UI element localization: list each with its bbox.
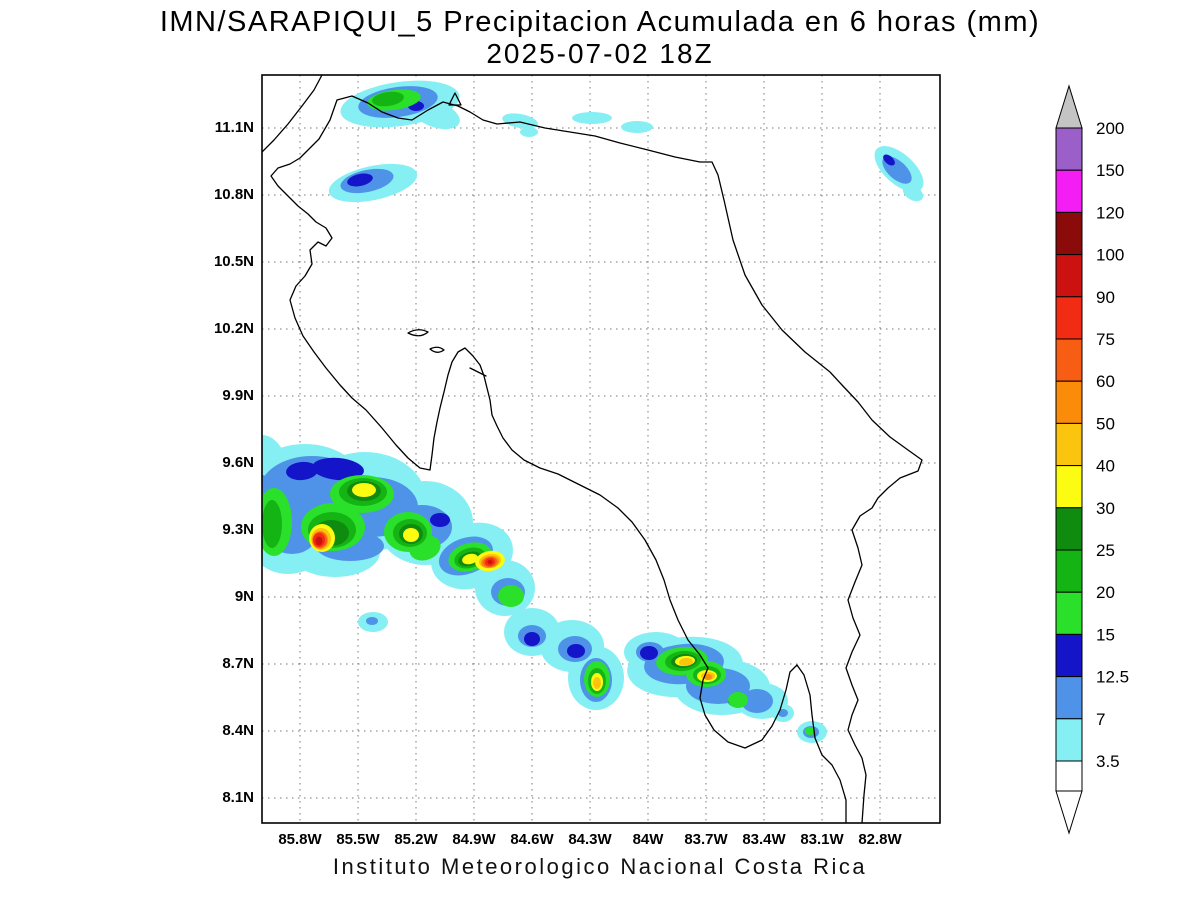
puntarenas-spit [469,367,487,377]
colorbar-segment [1055,422,1083,467]
chart-subtitle: 2025-07-02 18Z [486,38,714,69]
colorbar-segment [1055,633,1083,678]
colorbar-level-label: 40 [1096,457,1115,476]
colorbar-segment [1055,549,1083,593]
colorbar-level-label: 25 [1096,541,1115,560]
lon-tick-label: 84.9W [452,831,496,848]
lon-tick-label: 84W [632,831,664,848]
lat-tick-label: 9.6N [222,454,254,471]
chira-island [407,329,429,337]
colorbar-level-label: 30 [1096,499,1115,518]
islet [429,346,445,353]
colorbar-level-label: 15 [1096,625,1115,644]
lat-tick-label: 10.8N [213,186,254,203]
lat-tick-label: 10.2N [213,320,254,337]
colorbar-over-triangle [1055,84,1083,129]
colorbar-level-label: 200 [1096,119,1124,138]
colorbar-svg: 200 150 120 100 90 75 60 50 40 30 25 20 15 12.5 7 3.5 [1055,84,1129,835]
lon-tick-label: 82.8W [858,831,902,848]
chart-title: IMN/SARAPIQUI_5 Precipitacion Acumulada … [159,6,1041,38]
lat-tick-label: 10.5N [213,253,254,270]
costa-rica-outline [270,95,923,823]
lat-tick-label: 9N [234,588,254,605]
colorbar-level-label: 75 [1096,330,1115,349]
colorbar-segment [1055,254,1083,298]
footer-text: Instituto Meteorologico Nacional Costa R… [332,854,868,879]
colorbar-segment [1055,465,1083,509]
lat-tick-label: 8.4N [222,722,254,739]
colorbar-level-label: 3.5 [1096,752,1120,771]
colorbar-segment [1055,296,1083,340]
latitude-axis: 11.1N 10.8N 10.5N 10.2N 9.9N 9.6N 9.3N 9N 8.7N 8.… [188,0,254,900]
colorbar-segment [1055,380,1083,424]
grid-lines [262,75,940,823]
colorbar-level-label: 60 [1096,372,1115,391]
colorbar-level-label: 150 [1096,161,1124,180]
colorbar-segment [1055,591,1083,635]
map-frame [261,74,941,824]
lon-tick-label: 83.1W [800,831,844,848]
lat-tick-label: 9.3N [222,521,254,538]
colorbar-segment [1055,338,1083,382]
precipitation-shading [262,80,924,743]
lon-tick-label: 85.8W [278,831,322,848]
lat-tick-label: 9.9N [222,387,254,404]
lon-tick-label: 83.7W [684,831,728,848]
lat-tick-label: 11.1N [214,119,254,136]
colorbar-level-label: 120 [1096,203,1124,222]
colorbar-level-label: 100 [1096,246,1124,265]
lon-tick-label: 83.4W [742,831,786,848]
lon-tick-label: 85.5W [336,831,380,848]
coastline [262,75,923,823]
colorbar-segment [1055,169,1083,213]
colorbar-level-label: 12.5 [1096,668,1129,687]
colorbar-level-label: 50 [1096,414,1115,433]
colorbar-level-label: 90 [1096,288,1115,307]
lon-tick-label: 84.3W [568,831,612,848]
colorbar-under-segment [1055,760,1083,792]
longitude-axis: 85.8W 85.5W 85.2W 84.9W 84.6W 84.3W 84W 83.7W 83… [0,831,1200,855]
colorbar-segment [1055,127,1083,171]
lat-tick-label: 8.1N [222,789,254,806]
lat-tick-label: 8.7N [222,655,254,672]
lake-island [448,92,462,106]
colorbar-under-triangle [1055,790,1083,835]
lon-tick-label: 84.6W [510,831,554,848]
lon-tick-label: 85.2W [394,831,438,848]
colorbar: 200 150 120 100 90 75 60 50 40 30 25 20 15 12.5 7 3.5 [1052,84,1192,844]
colorbar-level-label: 20 [1096,583,1115,602]
colorbar-segment [1055,211,1083,256]
nicaragua-coast [262,75,323,153]
colorbar-segment [1055,718,1083,762]
colorbar-segment [1055,507,1083,551]
colorbar-level-label: 7 [1096,710,1105,729]
colorbar-segment [1055,676,1083,720]
